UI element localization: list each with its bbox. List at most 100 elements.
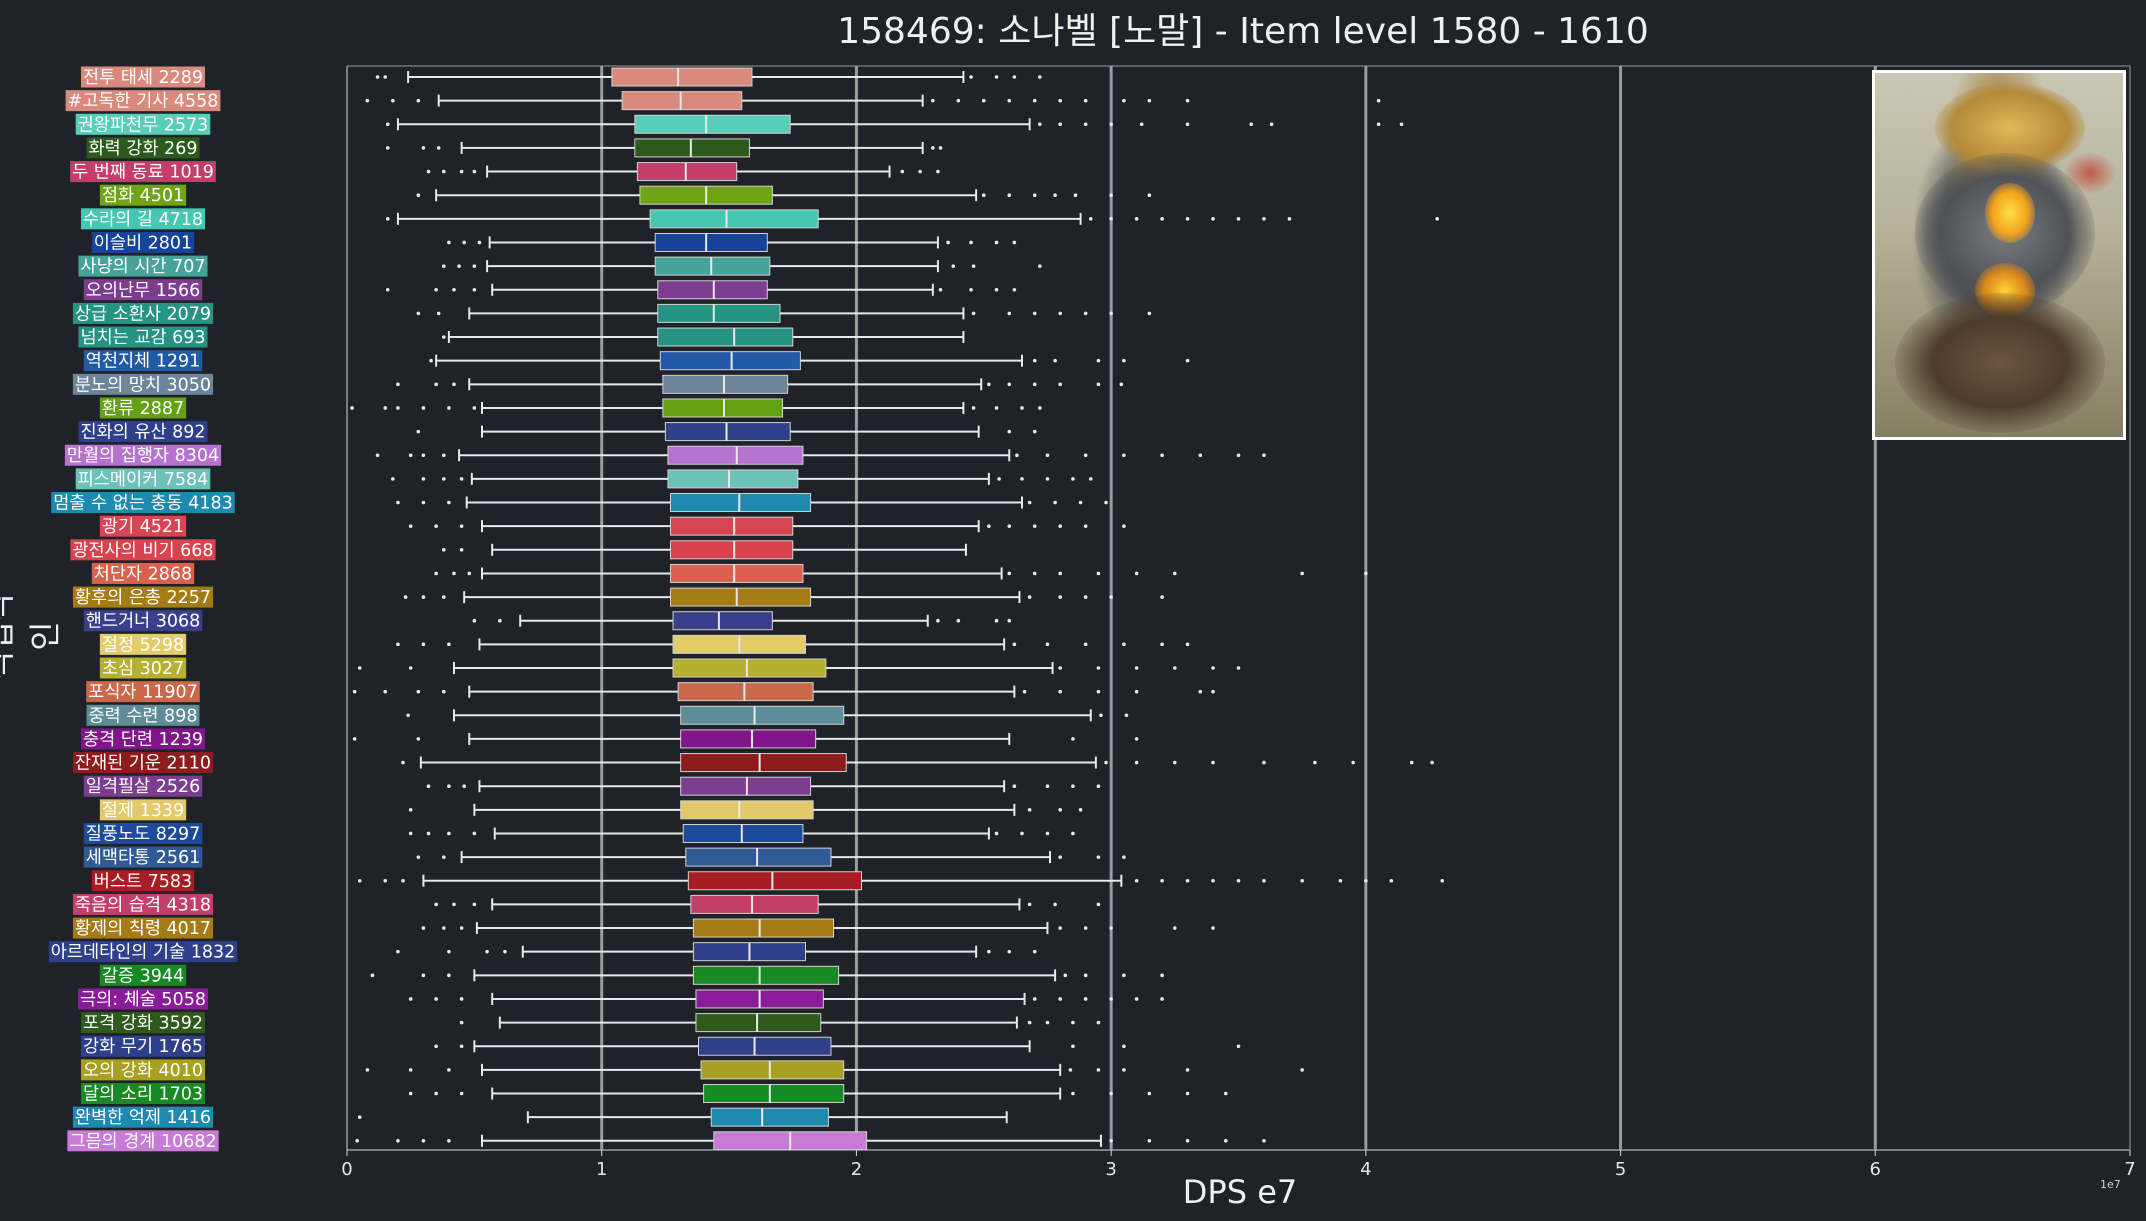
y-tick-label-bg-37 — [48, 941, 238, 963]
box-25-flier-2 — [1058, 666, 1062, 670]
box-12-iqr — [659, 351, 801, 371]
box-7-flier-2 — [477, 240, 482, 245]
y-tick-label-bg-7 — [91, 231, 195, 253]
box-35-flier-3 — [1027, 902, 1032, 907]
y-tick-label-23: 핸드거너 3068 — [86, 612, 201, 632]
box-40-flier-1 — [1027, 1020, 1032, 1025]
box-25-flier-0 — [357, 666, 362, 670]
box-43-flier-7 — [1223, 1091, 1228, 1096]
box-1-flier-10 — [1122, 98, 1126, 103]
y-tick-label-36: 황제의 칙령 4017 — [75, 919, 211, 939]
box-6-flier-4 — [1160, 217, 1164, 221]
box-45-flier-0 — [355, 1139, 359, 1143]
y-tick-label-bg-10 — [72, 302, 214, 324]
box-41-flier-1 — [459, 1044, 464, 1049]
box-16-flier-6 — [1083, 453, 1088, 458]
box-24-flier-6 — [1122, 642, 1126, 647]
box-13-flier-0 — [396, 382, 400, 387]
box-43-flier-3 — [1071, 1091, 1075, 1096]
box-24-flier-8 — [1185, 642, 1190, 647]
y-tick-label-29: 잔재된 기운 2110 — [75, 754, 211, 774]
y-tick-label-bg-11 — [78, 326, 208, 348]
box-1-flier-3 — [931, 98, 935, 103]
box-38-flier-2 — [447, 973, 451, 978]
box-0-flier-4 — [1012, 75, 1017, 79]
y-tick-label-35: 죽음의 습격 4318 — [75, 895, 211, 915]
box-23-iqr — [672, 611, 773, 631]
box-22-flier-4 — [1058, 595, 1062, 599]
y-tick-label-11: 넘치는 교감 693 — [80, 328, 205, 348]
box-4-flier-6 — [936, 169, 940, 174]
box-17-iqr — [667, 469, 799, 489]
box-32-iqr — [682, 823, 804, 843]
y-tick-label-bg-30 — [83, 775, 203, 797]
box-39-flier-4 — [1058, 997, 1062, 1001]
box-2-flier-3 — [1083, 122, 1088, 127]
box-25-flier-7 — [1236, 666, 1241, 670]
box-32-flier-7 — [1071, 831, 1075, 836]
box-1-flier-0 — [365, 98, 370, 103]
box-12-flier-3 — [1096, 358, 1101, 363]
box-34-flier-2 — [401, 878, 405, 883]
box-43-flier-4 — [1109, 1091, 1113, 1096]
y-tick-label-bg-0 — [80, 66, 206, 88]
box-6-flier-7 — [1236, 217, 1241, 221]
box-5-flier-7 — [1147, 193, 1152, 197]
y-tick-label-bg-15 — [78, 421, 208, 443]
box-5-flier-1 — [981, 193, 986, 197]
box-44-flier-0 — [357, 1115, 362, 1119]
y-tick-label-bg-39 — [78, 988, 208, 1010]
box-34-flier-6 — [1211, 878, 1215, 883]
y-tick-label-bg-29 — [72, 752, 214, 774]
box-21-flier-0 — [434, 571, 438, 576]
box-39-flier-8 — [1160, 997, 1164, 1001]
box-1-flier-8 — [1058, 98, 1062, 103]
box-14-flier-5 — [472, 406, 477, 410]
box-26-flier-0 — [352, 689, 357, 694]
y-tick-label-bg-17 — [75, 468, 211, 490]
y-tick-label-15: 진화의 유산 892 — [80, 423, 205, 443]
box-41-iqr — [698, 1036, 832, 1056]
box-37-flier-3 — [503, 949, 507, 954]
x-tick-label-3: 3 — [1105, 1159, 1116, 1180]
box-12-flier-2 — [1053, 358, 1057, 363]
box-29-flier-1 — [1104, 760, 1108, 765]
box-28-flier-3 — [1134, 737, 1139, 741]
box-26-flier-6 — [1096, 689, 1101, 694]
box-19-flier-0 — [408, 524, 413, 528]
box-45-flier-8 — [1262, 1139, 1266, 1143]
box-16-flier-2 — [421, 453, 426, 458]
box-38-flier-6 — [1160, 973, 1164, 978]
box-16-flier-9 — [1198, 453, 1203, 458]
y-tick-label-20: 광전사의 비기 668 — [72, 541, 213, 561]
box-36-flier-6 — [1173, 926, 1177, 930]
box-30-flier-5 — [1071, 784, 1075, 788]
box-43-flier-1 — [434, 1091, 438, 1096]
x-tick-label-2: 2 — [851, 1159, 862, 1180]
box-34-flier-5 — [1185, 878, 1190, 883]
box-23-flier-2 — [936, 618, 940, 623]
box-3-flier-0 — [385, 146, 390, 150]
x-tick-label-5: 5 — [1615, 1159, 1626, 1180]
box-19-flier-7 — [1083, 524, 1088, 528]
box-31-iqr — [680, 800, 814, 820]
y-tick-label-43: 달의 소리 1703 — [83, 1085, 203, 1105]
box-26-flier-3 — [441, 689, 446, 694]
box-14-iqr — [662, 398, 784, 418]
y-tick-label-14: 환류 2887 — [102, 399, 184, 419]
box-16-flier-7 — [1122, 453, 1126, 458]
box-42-flier-3 — [1068, 1068, 1073, 1072]
box-16-flier-5 — [1045, 453, 1050, 458]
y-tick-label-bg-3 — [86, 137, 200, 159]
box-2-flier-10 — [1399, 122, 1404, 127]
y-tick-label-bg-31 — [99, 799, 187, 821]
box-38-flier-4 — [1083, 973, 1088, 978]
y-tick-label-39: 극의: 체술 5058 — [80, 990, 206, 1010]
y-tick-label-37: 아르데타인의 기술 1832 — [51, 943, 235, 963]
y-tick-label-bg-40 — [80, 1012, 206, 1034]
box-5-flier-0 — [416, 193, 421, 197]
y-tick-label-bg-26 — [86, 681, 200, 703]
box-15-flier-1 — [1007, 429, 1012, 434]
box-5-flier-5 — [1073, 193, 1078, 197]
box-14-flier-1 — [383, 406, 388, 410]
